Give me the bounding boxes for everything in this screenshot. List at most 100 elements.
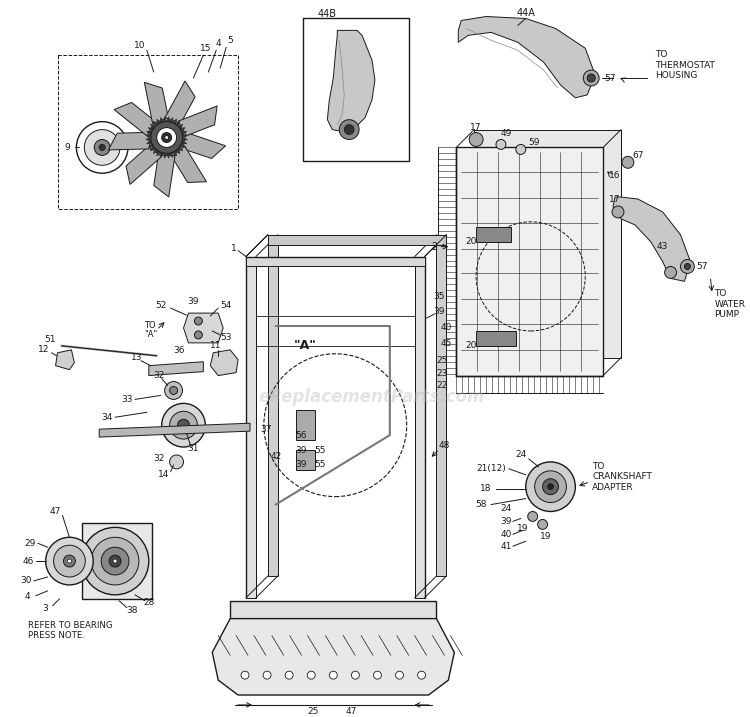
- Text: TO: TO: [144, 321, 155, 331]
- Circle shape: [53, 545, 86, 577]
- Text: 21(12): 21(12): [476, 465, 506, 473]
- Polygon shape: [146, 134, 151, 138]
- Polygon shape: [166, 153, 170, 158]
- Text: TO
WATER
PUMP: TO WATER PUMP: [714, 289, 746, 319]
- Circle shape: [109, 555, 121, 567]
- Circle shape: [162, 133, 172, 143]
- Text: 47: 47: [346, 708, 357, 716]
- Polygon shape: [182, 141, 187, 143]
- Text: REFER TO BEARING
PRESS NOTE.: REFER TO BEARING PRESS NOTE.: [28, 621, 112, 640]
- Circle shape: [194, 317, 202, 325]
- Polygon shape: [144, 82, 169, 123]
- Text: 9: 9: [64, 143, 70, 152]
- Text: 40: 40: [500, 530, 512, 538]
- Text: 17: 17: [609, 194, 621, 204]
- Polygon shape: [154, 148, 158, 153]
- Text: 67: 67: [632, 151, 644, 160]
- Polygon shape: [56, 350, 74, 370]
- Text: 37: 37: [260, 424, 272, 434]
- Text: 10: 10: [134, 41, 146, 49]
- Text: 1: 1: [231, 244, 237, 253]
- Polygon shape: [296, 450, 316, 470]
- Polygon shape: [268, 234, 278, 576]
- Text: 46: 46: [22, 556, 34, 566]
- Text: 2: 2: [431, 242, 437, 252]
- Polygon shape: [109, 133, 151, 150]
- Text: TO
CRANKSHAFT
ADAPTER: TO CRANKSHAFT ADAPTER: [592, 462, 652, 492]
- Circle shape: [622, 156, 634, 168]
- Text: 49: 49: [500, 129, 512, 138]
- Text: 53: 53: [220, 333, 232, 343]
- Polygon shape: [183, 133, 226, 158]
- Circle shape: [94, 140, 110, 156]
- Circle shape: [344, 125, 354, 135]
- Text: 41: 41: [500, 542, 512, 551]
- Text: 55: 55: [315, 460, 326, 470]
- Polygon shape: [210, 350, 238, 376]
- Circle shape: [113, 559, 117, 563]
- Circle shape: [418, 671, 425, 679]
- Polygon shape: [151, 124, 155, 129]
- Polygon shape: [474, 130, 621, 358]
- Circle shape: [151, 122, 182, 153]
- Polygon shape: [114, 103, 155, 136]
- Polygon shape: [170, 118, 172, 123]
- Polygon shape: [82, 523, 152, 599]
- Polygon shape: [268, 234, 446, 244]
- Text: 24: 24: [500, 504, 512, 513]
- Circle shape: [162, 404, 206, 447]
- Text: 56: 56: [295, 431, 306, 440]
- Circle shape: [587, 74, 596, 82]
- Text: 14: 14: [158, 470, 170, 479]
- Text: 5: 5: [227, 36, 233, 44]
- Text: 20: 20: [466, 341, 477, 351]
- Circle shape: [680, 260, 694, 273]
- Circle shape: [157, 128, 176, 148]
- Text: 39: 39: [433, 307, 445, 315]
- Text: 13: 13: [131, 353, 142, 362]
- Text: 44B: 44B: [317, 9, 337, 19]
- Text: 35: 35: [433, 292, 445, 300]
- Text: TO
THERMOSTAT
HOUSING: TO THERMOSTAT HOUSING: [655, 50, 715, 80]
- Text: 19: 19: [517, 524, 529, 533]
- Text: 57: 57: [697, 262, 708, 271]
- Text: 4: 4: [25, 592, 31, 602]
- Polygon shape: [157, 119, 160, 124]
- Text: 3: 3: [43, 604, 49, 613]
- Text: 31: 31: [188, 445, 200, 453]
- Text: 24: 24: [515, 450, 526, 460]
- Text: 20: 20: [466, 237, 477, 246]
- Polygon shape: [148, 128, 154, 131]
- Polygon shape: [166, 117, 170, 122]
- Text: 42: 42: [270, 452, 281, 462]
- Text: 28: 28: [143, 598, 154, 607]
- Circle shape: [170, 455, 184, 469]
- Polygon shape: [154, 156, 175, 197]
- Circle shape: [308, 671, 315, 679]
- Text: "A": "A": [144, 331, 157, 339]
- Text: 22: 22: [436, 381, 448, 390]
- Polygon shape: [613, 197, 691, 281]
- Polygon shape: [160, 152, 164, 158]
- Polygon shape: [164, 153, 166, 158]
- Circle shape: [64, 555, 76, 567]
- Text: 25: 25: [436, 356, 448, 365]
- Polygon shape: [160, 118, 164, 123]
- Polygon shape: [230, 601, 436, 619]
- Polygon shape: [436, 234, 446, 576]
- Circle shape: [241, 671, 249, 679]
- Text: "A": "A": [294, 339, 317, 352]
- Text: 23: 23: [436, 369, 448, 378]
- Circle shape: [542, 479, 559, 495]
- Text: 30: 30: [20, 576, 32, 585]
- Text: 44A: 44A: [516, 8, 536, 17]
- Polygon shape: [476, 227, 511, 242]
- Circle shape: [165, 381, 182, 399]
- Polygon shape: [172, 119, 176, 124]
- Circle shape: [84, 130, 120, 166]
- Polygon shape: [176, 121, 180, 126]
- Text: 58: 58: [476, 500, 487, 509]
- Circle shape: [99, 144, 105, 151]
- Circle shape: [526, 462, 575, 511]
- Circle shape: [101, 547, 129, 575]
